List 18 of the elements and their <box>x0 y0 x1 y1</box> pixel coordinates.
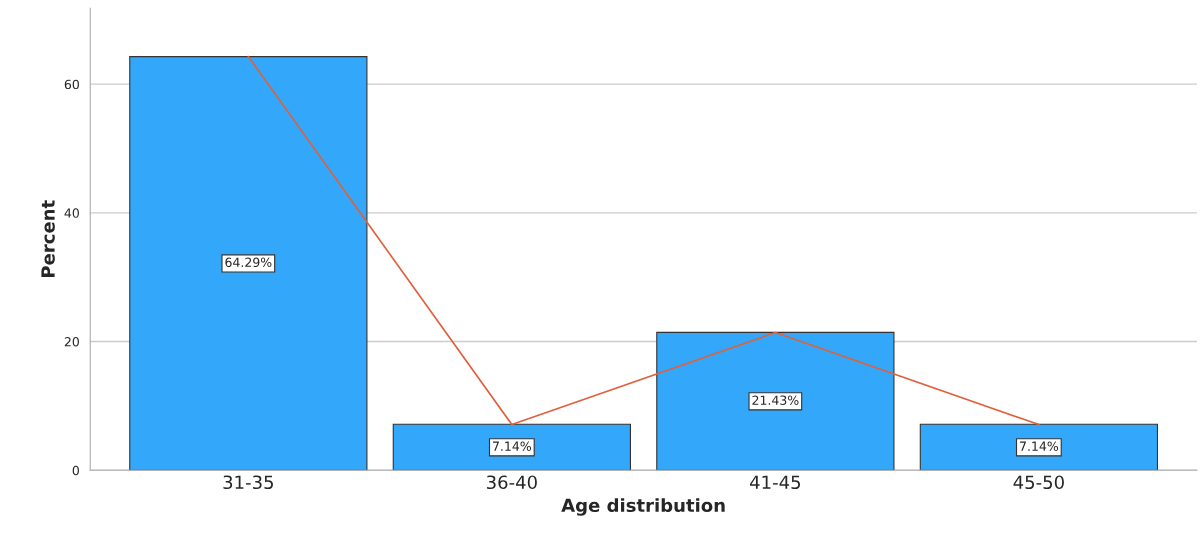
y-axis-title: Percent <box>41 200 55 277</box>
y-tick-label: 60 <box>64 79 79 90</box>
data-label: 21.43% <box>752 395 799 405</box>
data-label: 7.14% <box>493 441 532 451</box>
x-tick-label: 36-40 <box>486 475 537 490</box>
data-label: 7.14% <box>1020 441 1059 451</box>
bar <box>919 423 1159 471</box>
y-tick-label: 20 <box>64 337 79 347</box>
x-tick-label: 41-45 <box>750 475 801 490</box>
y-tick-label: 40 <box>64 208 79 218</box>
bar <box>656 331 895 471</box>
x-axis-title: Age distribution <box>561 498 725 516</box>
x-tick-label: 45-50 <box>1013 475 1064 490</box>
bar <box>392 423 631 471</box>
y-tick-label: 0 <box>72 465 79 476</box>
bar <box>129 56 368 471</box>
data-label: 64.29% <box>225 257 272 268</box>
x-tick-label: 31-35 <box>223 475 273 490</box>
